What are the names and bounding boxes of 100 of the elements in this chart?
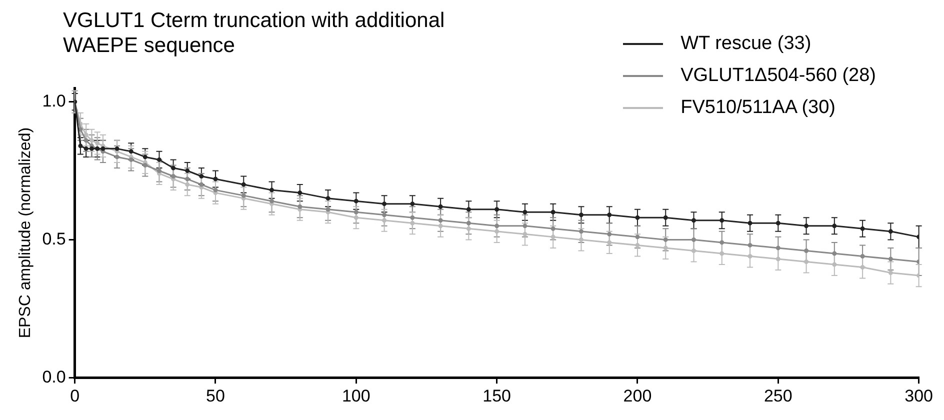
point (382, 202, 387, 206)
x-tick-label: 200 (623, 386, 652, 406)
point (663, 246, 668, 250)
point (832, 224, 837, 228)
point (78, 144, 83, 148)
point (776, 220, 780, 226)
point (776, 246, 780, 250)
point (720, 218, 724, 223)
point (185, 168, 190, 173)
point (522, 224, 528, 228)
legend-label: VGLUT1Δ504-560 (28) (680, 65, 876, 87)
point (663, 215, 668, 220)
point (241, 182, 246, 187)
point (142, 154, 148, 160)
x-tick-label: 100 (342, 386, 370, 406)
point (354, 215, 358, 220)
point (578, 229, 584, 234)
point (156, 157, 162, 162)
point (635, 242, 640, 248)
point (860, 265, 865, 270)
point (804, 260, 809, 264)
point (128, 157, 134, 162)
point (114, 146, 120, 151)
point (578, 212, 584, 218)
point (156, 168, 162, 173)
point (326, 196, 330, 201)
point (522, 232, 528, 236)
point (466, 226, 471, 231)
point (142, 162, 148, 168)
point (550, 210, 556, 214)
point (466, 207, 471, 212)
point (888, 229, 893, 234)
point (326, 207, 330, 212)
point (888, 270, 893, 276)
point (860, 254, 865, 258)
point (635, 234, 640, 240)
point (860, 226, 865, 231)
point (171, 174, 176, 179)
point (128, 149, 134, 154)
point (199, 174, 204, 179)
point (270, 188, 274, 192)
point (89, 146, 94, 151)
point (888, 256, 893, 262)
point (748, 254, 752, 258)
point (185, 176, 190, 182)
point (550, 226, 556, 231)
point (607, 212, 612, 218)
point (748, 242, 752, 248)
legend-label: FV510/511AA (30) (680, 97, 836, 119)
point (804, 224, 809, 228)
point (832, 262, 837, 267)
point (635, 215, 640, 220)
point (438, 218, 443, 223)
point (466, 220, 471, 226)
y-axis-title: EPSC amplitude (normalized) (17, 127, 34, 338)
point (663, 237, 668, 242)
point (78, 127, 83, 132)
point (84, 146, 88, 151)
x-tick-label: 250 (764, 386, 792, 406)
point (692, 218, 696, 223)
point (692, 237, 696, 242)
chart-title: VGLUT1 Cterm truncation with additional WAEPE sequence (63, 8, 446, 58)
point (550, 234, 556, 240)
point (95, 140, 100, 146)
point (494, 207, 500, 212)
point (494, 229, 500, 234)
legend-label: WT rescue (33) (680, 33, 812, 55)
point (382, 218, 387, 223)
point (578, 237, 584, 242)
point (804, 248, 809, 253)
point (607, 240, 612, 245)
y-tick-label: 0.5 (42, 229, 66, 248)
point (438, 204, 443, 209)
point (720, 240, 724, 245)
point (720, 251, 724, 256)
point (185, 182, 190, 187)
point (199, 182, 204, 187)
point (748, 220, 752, 226)
y-tick-label: 0.0 (42, 367, 66, 386)
point (213, 176, 218, 182)
x-tick-label: 150 (482, 386, 512, 406)
point (494, 224, 500, 228)
point (270, 198, 274, 204)
point (171, 166, 176, 170)
point (522, 210, 528, 214)
point (832, 251, 837, 256)
point (114, 154, 120, 160)
point (410, 220, 415, 226)
y-tick-label: 1.0 (42, 91, 66, 110)
point (776, 256, 780, 262)
point (438, 224, 443, 228)
point (354, 210, 358, 214)
point (410, 215, 415, 220)
point (382, 212, 387, 218)
point (298, 190, 302, 196)
point (213, 188, 218, 192)
point (241, 193, 246, 198)
x-tick-label: 0 (70, 386, 80, 406)
x-tick-label: 300 (904, 386, 934, 406)
point (84, 132, 88, 138)
